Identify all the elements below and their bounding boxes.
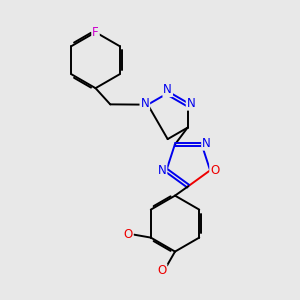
Text: N: N bbox=[140, 97, 149, 110]
Text: O: O bbox=[157, 264, 167, 277]
Text: N: N bbox=[158, 164, 166, 177]
Text: F: F bbox=[92, 26, 99, 39]
Text: N: N bbox=[187, 97, 196, 110]
Text: N: N bbox=[163, 83, 172, 96]
Text: N: N bbox=[202, 137, 211, 150]
Text: O: O bbox=[124, 228, 133, 241]
Text: O: O bbox=[210, 164, 220, 177]
